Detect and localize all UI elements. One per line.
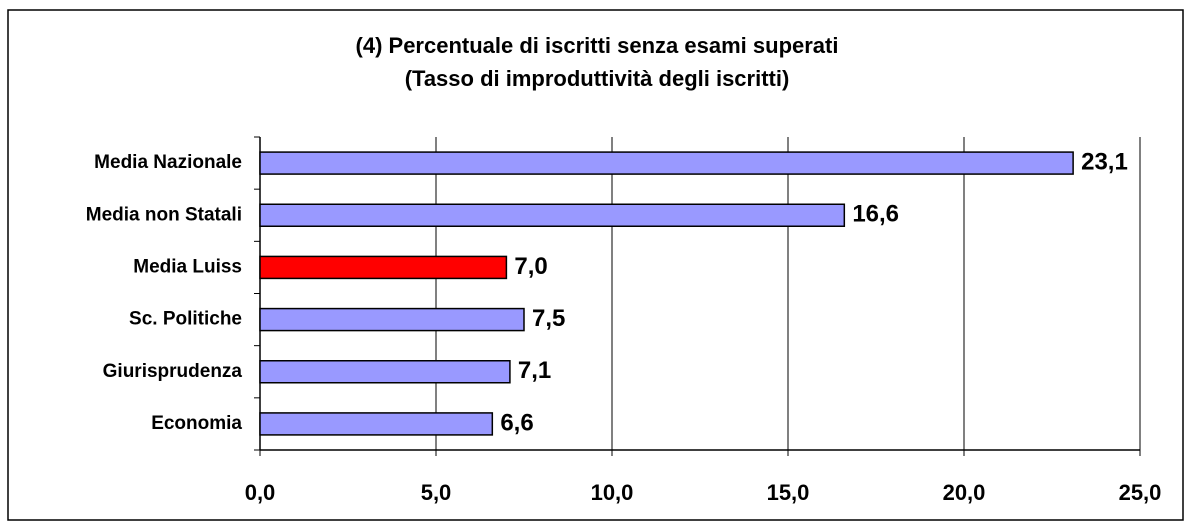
x-tick-label: 25,0 — [1119, 480, 1162, 505]
x-tick-label: 5,0 — [421, 480, 452, 505]
y-tick-label: Economia — [151, 413, 242, 434]
bar — [259, 203, 846, 227]
bar — [259, 255, 508, 280]
x-tick-label: 15,0 — [767, 480, 810, 505]
chart-subtitle: (Tasso di improduttività degli iscritti) — [405, 66, 790, 91]
chart-border — [7, 9, 1184, 521]
value-label: 7,5 — [532, 305, 565, 332]
bar — [259, 307, 525, 332]
value-label: 6,6 — [500, 409, 533, 436]
y-tick-label: Media non Statali — [86, 204, 242, 225]
value-label: 7,1 — [518, 357, 551, 384]
y-tick-label: Media Nazionale — [94, 152, 242, 173]
value-label: 16,6 — [852, 201, 899, 228]
y-tick-label: Giurisprudenza — [103, 361, 243, 382]
bar — [259, 151, 1074, 175]
x-tick-label: 0,0 — [245, 480, 276, 505]
bar — [259, 412, 494, 436]
x-tick-label: 10,0 — [591, 480, 634, 505]
value-label: 7,0 — [514, 253, 547, 280]
chart-title: (4) Percentuale di iscritti senza esami … — [356, 33, 839, 58]
value-label: 23,1 — [1081, 148, 1128, 175]
x-tick-label: 20,0 — [943, 480, 986, 505]
y-tick-label: Media Luiss — [133, 256, 242, 277]
bar — [259, 360, 511, 384]
y-tick-label: Sc. Politiche — [129, 309, 242, 330]
